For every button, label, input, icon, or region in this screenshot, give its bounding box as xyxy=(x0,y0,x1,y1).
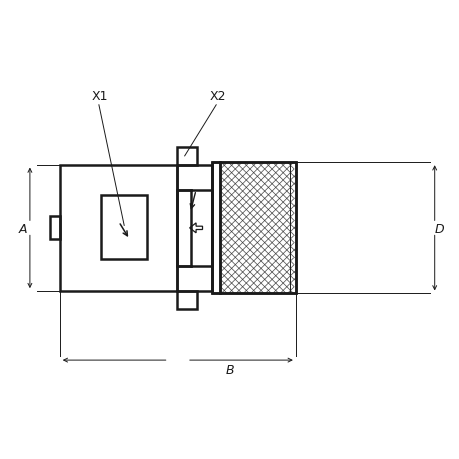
Bar xyxy=(50,217,60,240)
Bar xyxy=(101,195,147,259)
Text: D: D xyxy=(434,222,443,235)
Bar xyxy=(177,291,197,309)
Text: X1: X1 xyxy=(92,90,108,103)
Bar xyxy=(177,148,197,165)
Bar xyxy=(211,163,295,294)
Bar xyxy=(60,165,177,291)
Bar xyxy=(177,190,211,266)
Text: B: B xyxy=(225,363,234,376)
Bar xyxy=(177,165,211,291)
Text: A: A xyxy=(19,222,27,235)
Text: X2: X2 xyxy=(209,90,225,103)
Bar xyxy=(211,163,295,294)
